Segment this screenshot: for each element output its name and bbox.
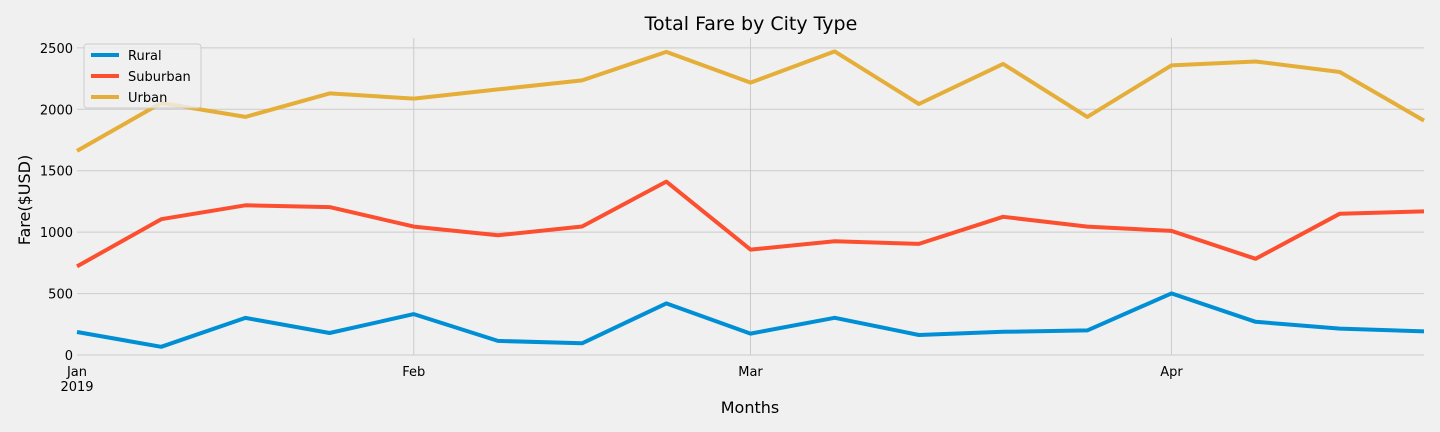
series-lines [76,49,1425,349]
y-axis-label: Fare($USD) [15,155,34,245]
y-tick-label: 1500 [40,165,73,180]
x-tick-label: Mar [738,365,763,380]
y-tick-label: 0 [65,349,73,364]
y-tick-label: 2500 [40,42,73,57]
x-tick-label: Apr [1160,365,1183,380]
x-axis-label: Months [721,398,779,417]
series-line-suburban [76,179,1425,269]
y-tick-label: 500 [48,288,73,303]
x-tick-label: Feb [402,365,425,380]
legend-label: Suburban [128,70,191,85]
legend: Rural Suburban Urban [83,43,202,109]
x-tick-label: Jan [66,365,87,380]
series-line-rural [76,291,1425,349]
legend-label: Urban [128,91,167,106]
y-tick-label: 2000 [40,103,73,118]
y-axis: 0 500 1000 1500 2000 2500 [40,42,73,364]
chart-title: Total Fare by City Type [644,13,858,35]
series-line-urban [76,49,1425,153]
x-tick-sublabel: 2019 [60,380,93,395]
grid-lines [77,38,1424,356]
y-tick-label: 1000 [40,226,73,241]
legend-box [83,43,202,109]
legend-label: Rural [128,49,162,64]
